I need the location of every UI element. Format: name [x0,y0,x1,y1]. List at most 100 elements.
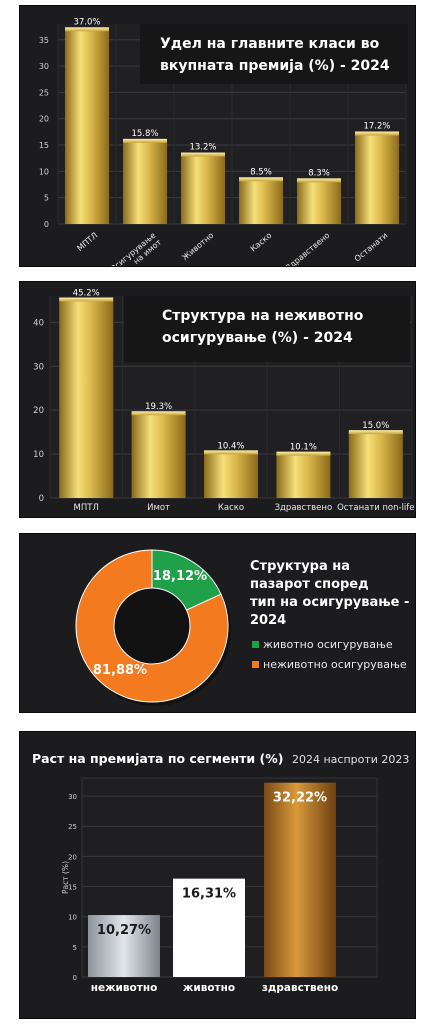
x-tick-label: неживотно [91,982,158,994]
chart-title-line: вкупната премија (%) - 2024 [160,58,390,74]
y-tick-label: 10 [39,167,49,176]
market-structure-panel: 18,12% 81,88% Структура на пазарот според ти… [19,533,416,713]
x-tick-label-group: МПТЛ [75,231,99,253]
bar-value-label: 17.2% [363,121,390,131]
donut-slice [75,549,229,703]
bar [276,453,331,498]
bar-top [355,131,399,136]
y-tick-label: 10 [68,914,77,922]
chart-title-line: Структура на неживотно [162,308,364,324]
x-tick-label: Здравствено [275,503,333,513]
bar-top [348,430,403,435]
bar-value-label: 32,22% [273,791,327,806]
nonlife-structure-chart: 0 10 20 30 40 Структура на неживотно осигурува… [33,289,414,513]
y-tick-label: 0 [39,494,44,504]
x-tick-label-group: Здравствено [284,231,331,267]
y-tick-label: 0 [44,220,49,229]
chart-title-line: осигурување (%) - 2024 [162,330,353,346]
x-tick-label: Здравствено [284,231,331,267]
bar-value-label: 45.2% [73,289,100,299]
y-tick-label: 30 [39,62,49,71]
chart-title-line: 2024 [250,613,286,628]
x-tick-label-group: Животно [180,231,215,263]
premium-share-chart: 0 5 10 15 20 25 30 35 Удел на главните класи во в… [39,17,408,267]
y-tick-label: 15 [68,884,77,892]
premium-growth-chart: Раст на премијата по сегменти (%) 2024 на… [32,751,409,994]
x-tick-label: здравствено [262,982,338,994]
y-axis-label: Раст (%) [61,861,70,894]
bar-top [59,297,114,302]
bar-value-label: 37.0% [73,17,100,27]
bar-top [297,178,341,183]
bar [264,782,336,977]
chart-title: Раст на премијата по сегменти (%) [32,751,283,766]
bar-value-label: 10,27% [97,923,151,938]
y-tick-label: 25 [68,823,77,831]
chart-title-line: Структура на [250,559,350,574]
y-tick-label: 20 [39,115,49,124]
market-structure-chart: 18,12% 81,88% Структура на пазарот според ти… [75,549,409,706]
bar [355,133,399,224]
bar [59,299,114,498]
slice-value-label: 18,12% [153,569,207,584]
legend-label: животно осигурување [263,638,393,651]
nonlife-structure-panel: 0 10 20 30 40 Структура на неживотно осигурува… [19,281,416,518]
bar-top [181,152,225,157]
y-tick-label: 35 [39,36,49,45]
y-tick-label: 30 [68,793,77,801]
bar-value-label: 10.1% [290,443,317,453]
x-tick-label: МПТЛ [74,503,99,513]
y-tick-label: 15 [39,141,49,150]
title-box [140,24,408,84]
chart-title-line: тип на осигурување - [250,595,409,610]
x-tick-label: МПТЛ [75,231,99,253]
title-box [124,296,410,362]
y-tick-label: 25 [39,88,49,97]
premium-share-panel: 0 5 10 15 20 25 30 35 Удел на главните класи во в… [19,5,416,267]
bar-value-label: 15.8% [131,129,158,139]
bar [173,878,245,977]
bar-top [276,451,331,456]
x-tick-label: Останати [353,231,390,264]
y-tick-label: 5 [73,944,77,952]
x-tick-label: животно [183,982,235,994]
bar-value-label: 8.3% [308,168,330,178]
premium-growth-panel: Раст на премијата по сегменти (%) 2024 на… [19,731,416,1019]
y-tick-label: 20 [68,853,77,861]
bar-value-label: 13.2% [189,143,216,153]
legend-swatch [252,641,259,648]
chart-title-line: пазарот според [250,577,369,592]
bar-top [123,138,167,143]
y-tick-label: 30 [33,362,44,372]
bar-top [204,450,258,455]
bar-top [131,411,186,416]
bar-value-label: 10.4% [217,441,244,451]
bar [88,915,160,977]
x-tick-label: Животно [180,231,215,263]
slice-value-label: 81,88% [93,663,147,678]
x-tick-label: Каско [249,231,274,254]
y-tick-label: 20 [33,406,44,416]
bar [181,154,225,224]
legend-label: неживотно осигурување [263,658,407,671]
bar-value-label: 8.5% [250,167,272,177]
x-tick-label: Имот [147,503,170,513]
bar [297,180,341,224]
bar-top [239,177,283,182]
x-tick-label: Каско [218,503,244,513]
bar [65,29,109,225]
chart-subtitle: 2024 наспроти 2023 [292,753,409,766]
x-tick-label-group: Каско [249,231,274,254]
y-axis-label-group: Раст (%) [61,861,70,894]
y-tick-label: 10 [33,450,44,460]
bar [239,179,283,224]
bar [204,452,258,498]
bar-value-label: 15.0% [362,421,389,431]
bar-value-label: 16,31% [182,887,236,902]
x-tick-label-group: Останати [353,231,390,264]
bar [348,432,403,498]
y-tick-label: 40 [33,318,44,328]
bar [123,140,167,224]
